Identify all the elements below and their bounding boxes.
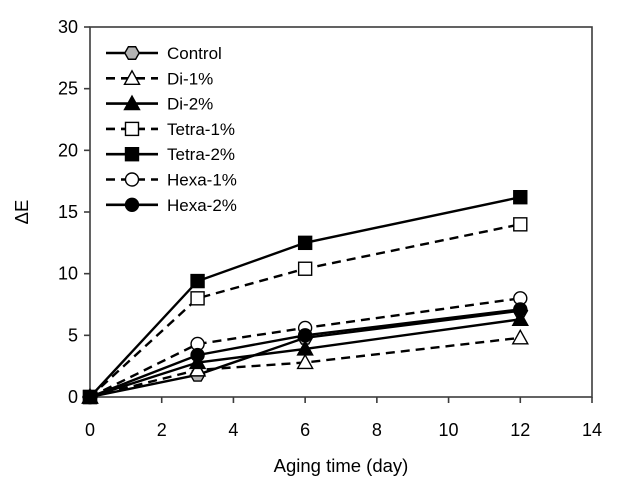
legend-label: Tetra-1% [167, 120, 235, 139]
series-marker [190, 291, 205, 306]
legend-item: Hexa-2% [106, 196, 237, 215]
series-marker [297, 328, 313, 343]
legend-item: Di-2% [106, 95, 213, 114]
x-axis-tick-label: 12 [510, 420, 530, 440]
x-axis-tick-label: 0 [85, 420, 95, 440]
series-line [89, 318, 521, 399]
legend-marker [124, 172, 140, 187]
series-group [81, 189, 529, 405]
series-line [89, 308, 521, 399]
series-marker [513, 189, 528, 205]
legend-label: Di-2% [167, 95, 213, 114]
series-marker [297, 235, 313, 251]
legend-item: Control [106, 44, 222, 63]
series-marker [297, 261, 313, 276]
legend-item: Di-1% [106, 69, 213, 88]
y-axis-title: ΔE [11, 200, 32, 225]
y-axis-tick-label: 5 [68, 325, 78, 345]
x-axis-tick-label: 4 [228, 420, 238, 440]
series-hexa-2- [82, 302, 528, 405]
legend-marker [124, 121, 140, 137]
y-axis-tick-label: 15 [58, 202, 78, 222]
series-marker [513, 217, 528, 232]
series-marker [511, 310, 529, 326]
legend-label: Hexa-1% [167, 171, 237, 190]
legend-marker [124, 197, 140, 213]
legend-marker [123, 46, 141, 60]
series-marker [296, 339, 314, 356]
legend-marker [123, 69, 141, 85]
series-marker [82, 389, 98, 405]
legend-item: Tetra-2% [106, 145, 235, 164]
y-axis-tick-label: 25 [58, 79, 78, 99]
series-line [89, 196, 521, 398]
y-axis-tick-label: 10 [58, 264, 78, 284]
series-marker [190, 273, 205, 289]
x-axis-tick-label: 14 [582, 420, 602, 440]
y-axis-tick-label: 30 [58, 17, 78, 37]
legend-item: Hexa-1% [106, 171, 237, 190]
legend-marker [123, 94, 141, 111]
x-axis-tick-label: 8 [372, 420, 382, 440]
legend-label: Tetra-2% [167, 145, 235, 164]
legend-label: Control [167, 44, 222, 63]
legend-label: Hexa-2% [167, 196, 237, 215]
series-line [89, 297, 521, 399]
y-axis-tick-label: 20 [58, 140, 78, 160]
x-axis-tick-label: 6 [300, 420, 310, 440]
legend: Control Di-1% Di-2% Tetra-1% Tetra-2% Hexa-1%… [106, 44, 237, 215]
x-axis-title: Aging time (day) [274, 455, 409, 476]
series-marker [190, 347, 205, 363]
legend-item: Tetra-1% [106, 120, 235, 139]
series-marker [513, 302, 528, 317]
legend-label: Di-1% [167, 69, 213, 88]
y-axis-tick-label: 0 [68, 387, 78, 407]
x-axis-tick-label: 2 [157, 420, 167, 440]
x-axis-tick-label: 10 [439, 420, 459, 440]
series-marker [511, 328, 529, 345]
legend-marker [124, 146, 140, 162]
series-marker [296, 353, 314, 370]
series-line [89, 223, 521, 398]
